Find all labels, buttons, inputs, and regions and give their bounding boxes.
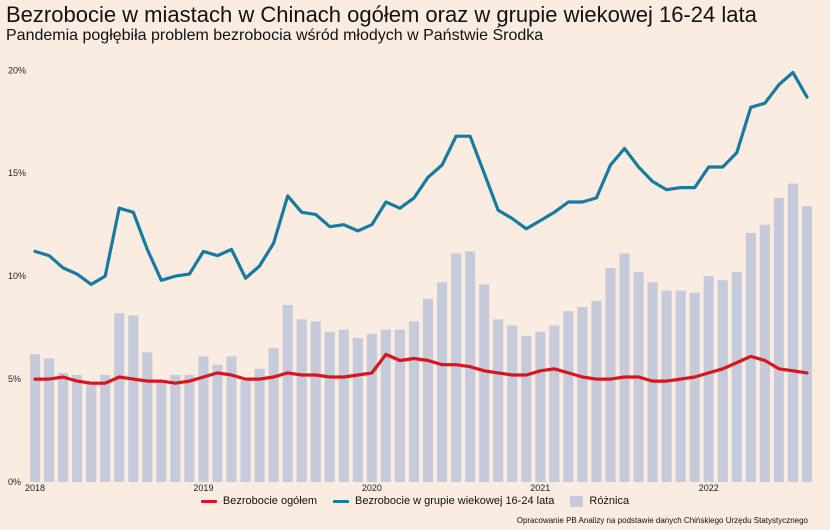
bar-difference [451,253,462,482]
bar-difference [114,313,125,482]
bar-difference [703,276,714,482]
bar-difference [72,374,83,482]
bar-difference [142,352,153,482]
bar-difference [422,298,434,482]
legend-item-youth: Bezrobocie w grupie wiekowej 16-24 lata [333,495,554,507]
y-tick-label: 0% [8,477,21,487]
bar-difference [268,348,279,482]
legend-label-total: Bezrobocie ogółem [222,495,318,507]
line-youth-unemployment [33,70,809,286]
bar-difference [493,319,504,482]
bar-difference [254,368,265,482]
legend-item-total: Bezrobocie ogółem [200,495,318,507]
bar-difference [619,253,630,482]
bar-difference [352,337,363,482]
bar-difference [198,356,209,482]
bar-difference [577,307,588,482]
bar-difference [521,335,532,482]
bar-difference [549,325,560,482]
bar-difference [394,329,405,482]
bar-difference [787,183,798,482]
x-tick-label: 2022 [699,483,719,493]
line-total-unemployment [33,352,809,385]
bar-difference [324,331,335,482]
bar-difference [759,224,770,482]
bar-difference [282,304,293,482]
bar-difference [563,311,574,482]
bar-difference [535,331,546,482]
bar-difference [605,267,616,482]
bar-difference [437,282,448,482]
x-tick-label: 2020 [362,483,382,493]
bar-difference [240,381,251,482]
y-axis: 0% 5% 10% 15% 20% [8,65,26,487]
bar-difference [310,321,321,482]
bar-difference [366,333,377,482]
x-axis: 2018 2019 2020 2021 2022 [25,483,719,493]
bar-difference [156,381,167,482]
legend-item-difference: Różnica [570,495,629,507]
y-tick-label: 15% [8,168,26,178]
bar-difference [507,325,518,482]
bar-difference [226,356,237,482]
bar-difference [801,206,813,482]
bar-difference [773,197,784,483]
x-tick-label: 2018 [25,483,45,493]
legend-swatch-total [200,499,217,503]
chart-subtitle: Pandemia pogłębiła problem bezrobocia wś… [6,27,544,44]
legend: Bezrobocie ogółem Bezrobocie w grupie wi… [0,495,830,507]
bar-difference [128,315,139,482]
legend-swatch-difference [570,495,584,507]
legend-label-youth: Bezrobocie w grupie wiekowej 16-24 lata [355,495,555,507]
legend-swatch-youth [333,499,350,503]
bar-difference [338,329,349,482]
bar-difference [212,364,223,482]
bar-difference [100,374,111,482]
bar-difference [717,280,728,482]
lines-group [33,70,809,385]
bar-difference [591,300,602,482]
bar-difference [380,329,391,482]
bar-difference [689,292,700,482]
legend-label-difference: Różnica [589,495,630,507]
y-tick-label: 20% [8,65,26,75]
bars-group [29,183,813,483]
y-tick-label: 5% [8,374,21,384]
bar-difference [29,354,41,482]
bar-difference [408,321,420,482]
bar-difference [731,272,742,482]
source-note: Opracowanie PB Analizy na podstawie dany… [516,516,808,525]
bar-difference [58,372,69,482]
chart-title: Bezrobocie w miastach w Chinach ogółem o… [6,2,757,27]
bar-difference [184,374,195,482]
x-tick-label: 2021 [530,483,550,493]
bar-difference [86,383,97,482]
bar-difference [170,374,181,482]
bar-difference [479,284,490,482]
bar-difference [296,319,307,482]
bar-difference [675,290,686,482]
bar-difference [661,290,672,482]
bar-difference [44,358,55,482]
y-tick-label: 10% [8,271,26,281]
x-tick-label: 2019 [193,483,213,493]
